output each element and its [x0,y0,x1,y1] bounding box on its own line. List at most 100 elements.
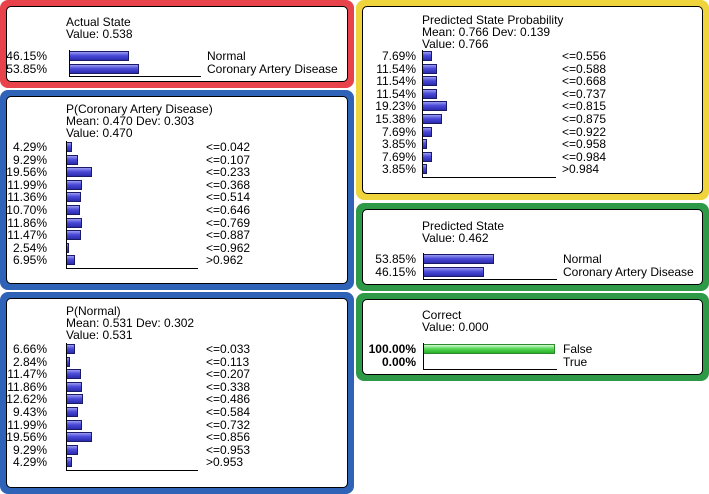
node-value: Value: 0.538 [66,27,133,41]
state-percent: 11.47% [7,228,47,243]
state-row[interactable]: 19.56% <=0.233 [3,166,351,178]
state-row[interactable]: 7.69% <=0.922 [359,126,706,138]
state-percent: 11.99% [7,417,47,432]
state-percent: 7.69% [381,149,416,164]
state-row[interactable]: 0.00% True [359,356,706,368]
state-row[interactable]: 19.23% <=0.815 [359,100,706,112]
state-row[interactable]: 11.47% <=0.207 [3,368,351,380]
state-row[interactable]: 11.99% <=0.368 [3,179,351,191]
state-label: <=0.815 [562,99,607,114]
node-mean-dev: Mean: 0.470 Dev: 0.303 [66,114,195,128]
node-p-normal[interactable]: P(Normal) Mean: 0.531 Dev: 0.302 Value: … [0,292,354,494]
state-row[interactable]: 46.15% Coronary Artery Disease [359,266,706,278]
state-label: Normal [207,49,246,63]
state-row[interactable]: 4.29% <=0.042 [3,141,351,153]
state-label: Coronary Artery Disease [563,264,694,279]
state-label: <=0.922 [562,124,607,139]
state-row[interactable]: 53.85% Coronary Artery Disease [3,63,351,75]
state-row[interactable]: 9.29% <=0.953 [3,444,351,456]
bar-axis [69,50,201,78]
state-percent: 11.54% [376,61,416,76]
node-title: P(Coronary Artery Disease) [66,102,213,116]
state-percent: 15.38% [375,112,416,126]
state-row[interactable]: 6.95% >0.962 [3,254,351,266]
state-row[interactable]: 3.85% >0.984 [359,163,706,175]
state-row[interactable]: 11.86% <=0.769 [3,217,351,229]
state-label: >0.953 [206,455,244,470]
state-percent: 11.36% [7,190,47,205]
state-percent: 9.29% [12,442,47,457]
node-value: Value: 0.531 [66,328,133,342]
state-row[interactable]: 11.47% <=0.887 [3,229,351,241]
state-row[interactable]: 2.84% <=0.113 [3,356,351,368]
state-row[interactable]: 10.70% <=0.646 [3,204,351,216]
node-title: Predicted State [422,219,505,233]
state-row[interactable]: 11.54% <=0.737 [359,88,706,100]
state-percent: 46.15% [375,264,416,279]
state-row[interactable]: 11.54% <=0.668 [359,75,706,87]
state-percent: 10.70% [6,203,47,217]
state-label: <=0.737 [562,86,607,101]
node-title: Actual State [66,15,131,29]
node-predicted-state-probability[interactable]: Predicted State Probability Mean: 0.766 … [356,0,709,200]
state-label: <=0.113 [206,354,250,369]
state-label: <=0.207 [206,367,251,382]
state-percent: 53.85% [6,61,47,76]
node-frame [6,96,348,284]
node-frame [362,6,703,194]
state-percent: 46.15% [6,49,47,63]
node-frame [6,6,348,82]
state-label: <=0.984 [562,149,607,164]
node-p-coronary-artery-disease[interactable]: P(Coronary Artery Disease) Mean: 0.470 D… [0,90,354,290]
state-percent: 6.95% [12,253,47,268]
state-row[interactable]: 3.85% <=0.958 [359,138,706,150]
state-row[interactable]: 6.66% <=0.033 [3,343,351,355]
state-label: >0.962 [206,253,244,268]
bar-axis [423,343,557,371]
node-frame [6,298,348,488]
state-label: >0.984 [562,162,600,177]
node-value: Value: 0.766 [422,37,489,51]
bar-axis [422,50,556,178]
node-predicted-state[interactable]: Predicted State Value: 0.462 53.85% Norma… [356,203,709,291]
state-percent: 3.85% [381,137,416,152]
state-row[interactable]: 2.54% <=0.962 [3,242,351,254]
node-title: Correct [422,308,462,322]
node-actual-state[interactable]: Actual State Value: 0.538 46.15% Normal 53… [0,0,354,88]
state-percent: 19.56% [6,430,47,445]
state-percent: 9.43% [12,405,47,419]
state-percent: 11.86% [7,379,47,394]
node-mean-dev: Mean: 0.531 Dev: 0.302 [66,316,195,330]
node-correct[interactable]: Correct Value: 0.000 100.00% False 0.00% Tr… [356,293,709,381]
state-label: <=0.486 [206,392,251,407]
state-percent: 6.66% [12,342,47,356]
state-row[interactable]: 15.38% <=0.875 [359,113,706,125]
state-percent: 11.99% [7,177,47,192]
state-row[interactable]: 9.29% <=0.107 [3,154,351,166]
state-label: True [563,354,588,369]
state-label: <=0.732 [206,417,251,432]
node-frame [362,299,703,375]
state-row[interactable]: 4.29% >0.953 [3,456,351,468]
state-percent: 3.85% [381,162,416,177]
state-label: <=0.233 [206,165,251,180]
node-title: Predicted State Probability [422,13,564,27]
state-label: <=0.887 [206,228,251,243]
state-row[interactable]: 100.00% False [359,343,706,355]
state-label: Normal [563,252,602,266]
state-row[interactable]: 11.86% <=0.338 [3,381,351,393]
state-label: <=0.107 [206,152,251,167]
state-percent: 19.56% [6,165,47,180]
state-percent: 4.29% [12,455,47,470]
state-percent: 7.69% [381,49,416,63]
state-row[interactable]: 46.15% Normal [3,50,351,62]
node-value: Value: 0.470 [66,126,133,140]
state-percent: 7.69% [381,124,416,139]
state-percent: 2.54% [12,240,47,255]
state-label: <=0.514 [206,190,251,205]
bar-axis [66,141,198,269]
node-mean-dev: Mean: 0.766 Dev: 0.139 [422,25,551,39]
state-label: <=0.042 [206,140,251,154]
state-row[interactable]: 53.85% Normal [359,253,706,265]
state-row[interactable]: 11.99% <=0.732 [3,419,351,431]
